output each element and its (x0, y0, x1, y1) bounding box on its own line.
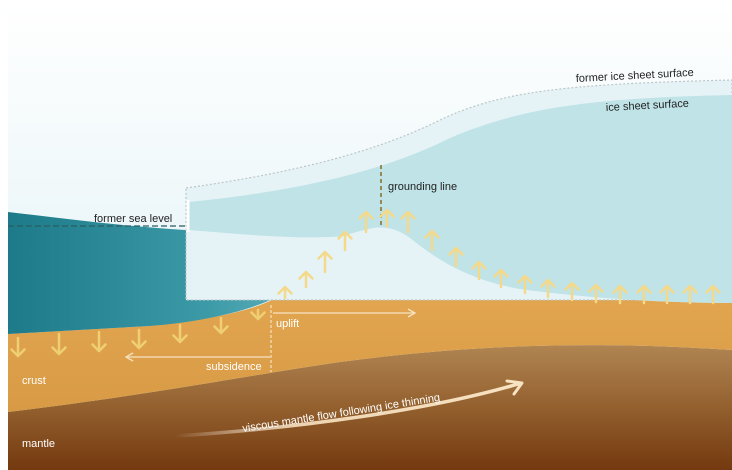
subsidence-arrow (10, 336, 26, 358)
uplift-arrow (659, 284, 675, 305)
mantle-label: mantle (22, 438, 55, 450)
uplift-arrow (612, 284, 628, 305)
subsidence-arrow (91, 330, 107, 353)
subsidence-arrow (51, 332, 67, 356)
uplift-arrow (400, 210, 416, 234)
uplift-arrow (517, 274, 533, 295)
grounding-line-label: grounding line (388, 181, 457, 193)
uplift-arrow (588, 283, 604, 304)
uplift-arrow (317, 250, 333, 274)
crust-layer (8, 227, 732, 412)
uplift-label: uplift (276, 318, 299, 330)
subsidence-arrow (172, 323, 188, 344)
uplift-arrow (540, 278, 556, 299)
crust-label: crust (22, 375, 46, 387)
uplift-arrows (277, 208, 721, 305)
subsidence-arrows (10, 308, 266, 358)
uplift-arrow (471, 260, 487, 281)
subsidence-arrow (131, 328, 147, 350)
former-sea-level-label: former sea level (94, 213, 172, 225)
mantle-layer (8, 345, 732, 470)
subsidence-arrow (250, 308, 266, 321)
uplift-arrow (277, 285, 293, 300)
uplift-arrow (358, 210, 374, 234)
subsidence-annotation-arrow (124, 352, 270, 362)
uplift-annotation-arrow (273, 308, 417, 318)
uplift-arrow (337, 230, 353, 252)
uplift-arrow (448, 246, 464, 268)
subsidence-arrow (213, 316, 229, 335)
uplift-arrow (379, 208, 395, 228)
ice-sheet (188, 95, 732, 303)
subsidence-label: subsidence (206, 361, 262, 373)
uplift-arrow (424, 229, 440, 252)
ice-sheet-surface-label: ice sheet surface (606, 98, 690, 114)
uplift-arrow (564, 281, 580, 302)
uplift-arrow (705, 284, 721, 305)
uplift-arrow (636, 284, 652, 305)
uplift-arrow (682, 284, 698, 305)
uplift-arrow (298, 270, 314, 289)
uplift-arrow (493, 268, 509, 289)
mantle-flow-arrow (173, 379, 524, 438)
